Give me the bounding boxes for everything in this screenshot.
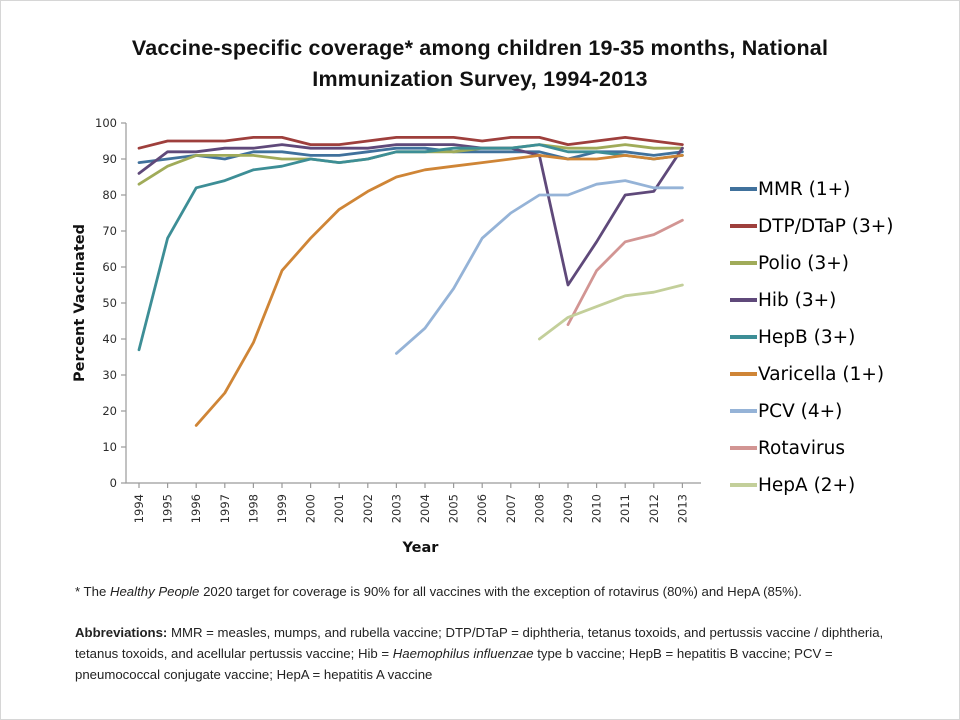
y-tick-label-20: 20	[102, 404, 117, 418]
x-tick-label-2007: 2007	[504, 494, 518, 523]
x-tick-label-1994: 1994	[132, 494, 146, 523]
footnote-text: * The	[75, 584, 110, 599]
legend-swatch-mmr-1	[730, 187, 757, 191]
legend-swatch-dtp-dtap-3	[730, 224, 757, 228]
series-line-pcv-4	[395, 179, 684, 355]
x-tick-label-2010: 2010	[590, 494, 604, 523]
x-tick-label-2001: 2001	[332, 494, 346, 523]
legend-label-dtp-dtap-3: DTP/DTaP (3+)	[758, 215, 894, 237]
series-line-dtp-dtap-3	[137, 136, 684, 150]
abbreviations-italic: Haemophilus influenzae	[392, 645, 534, 661]
x-tick-label-2005: 2005	[447, 494, 461, 523]
legend-label-polio-3: Polio (3+)	[758, 252, 850, 274]
chart-legend: MMR (1+) DTP/DTaP (3+) Polio (3+) Hib (3+) H…	[730, 177, 894, 497]
legend-item-dtp-dtap-3: DTP/DTaP (3+)	[730, 214, 894, 238]
axis-line	[125, 123, 701, 484]
x-tick-label-1997: 1997	[218, 494, 232, 523]
x-tick-label-1998: 1998	[246, 494, 260, 523]
y-tick-label-40: 40	[102, 332, 117, 346]
x-tick-label-1995: 1995	[161, 494, 175, 523]
abbreviations-text: MMR = measles, mumps, and rubella vaccin…	[75, 625, 884, 661]
abbreviations-text-2: type b vaccine; HepB = hepatitis B vacci…	[75, 645, 833, 682]
legend-label-hepa-2: HepA (2+)	[758, 474, 856, 496]
legend-swatch-varicella-1	[730, 372, 757, 376]
y-tick-label-70: 70	[102, 224, 117, 238]
legend-swatch-rotavirus	[730, 446, 757, 450]
legend-label-mmr-1: MMR (1+)	[758, 178, 851, 200]
legend-item-hepb-3: HepB (3+)	[730, 325, 894, 349]
x-tick-label-2011: 2011	[618, 494, 632, 523]
legend-label-rotavirus: Rotavirus	[758, 437, 845, 459]
y-tick-label-30: 30	[102, 368, 117, 382]
y-tick-label-80: 80	[102, 188, 117, 202]
y-tick-label-10: 10	[102, 440, 117, 454]
x-tick-label-2006: 2006	[475, 494, 489, 523]
y-tick-label-90: 90	[102, 152, 117, 166]
legend-label-hepb-3: HepB (3+)	[758, 326, 856, 348]
chart-area: 0 10 20 30 40 50 60 70 80 90 100 1994 1995 1996 1997 19…	[61, 106, 721, 576]
abbreviations-label: Abbreviations:	[75, 625, 168, 640]
x-tick-label-2003: 2003	[389, 494, 403, 523]
x-tick-label-2004: 2004	[418, 494, 432, 523]
x-tick-label-2013: 2013	[675, 494, 689, 523]
series-line-varicella-1	[194, 154, 684, 427]
series-line-rotavirus	[566, 218, 684, 326]
x-tick-label-2000: 2000	[304, 494, 318, 523]
y-axis: 0 10 20 30 40 50 60 70 80 90 100	[95, 116, 126, 490]
y-tick-label-50: 50	[102, 296, 117, 310]
footnote-abbreviations: Abbreviations: MMR = measles, mumps, and…	[75, 623, 895, 686]
legend-swatch-hepb-3	[730, 335, 757, 339]
legend-item-polio-3: Polio (3+)	[730, 251, 894, 275]
legend-swatch-pcv-4	[730, 409, 757, 413]
legend-swatch-polio-3	[730, 261, 757, 265]
legend-label-varicella-1: Varicella (1+)	[758, 363, 885, 385]
legend-item-varicella-1: Varicella (1+)	[730, 362, 894, 386]
series-line-hepb-3	[137, 143, 684, 352]
x-tick-label-2002: 2002	[361, 494, 375, 523]
x-tick-label-1996: 1996	[189, 494, 203, 523]
y-tick-label-0: 0	[110, 476, 117, 490]
x-axis-title: Year	[402, 540, 440, 556]
legend-label-pcv-4: PCV (4+)	[758, 400, 843, 422]
x-tick-label-1999: 1999	[275, 494, 289, 523]
footnote-target: * The Healthy People 2020 target for cov…	[75, 582, 891, 602]
legend-item-hib-3: Hib (3+)	[730, 288, 894, 312]
x-tick-label-2008: 2008	[532, 494, 546, 523]
x-axis: 1994 1995 1996 1997 1998 1999 2000 2001 2002 2003…	[132, 483, 689, 523]
y-tick-label-60: 60	[102, 260, 117, 274]
legend-swatch-hib-3	[730, 298, 757, 302]
x-tick-label-2012: 2012	[647, 494, 661, 523]
y-tick-label-100: 100	[95, 116, 117, 130]
legend-label-hib-3: Hib (3+)	[758, 289, 837, 311]
legend-swatch-hepa-2	[730, 483, 757, 487]
footnote-text-2: 2020 target for coverage is 90% for all …	[199, 584, 802, 599]
series-line-hepa-2	[538, 283, 684, 341]
footnote-italic: Healthy People	[109, 584, 200, 599]
legend-item-rotavirus: Rotavirus	[730, 436, 894, 460]
legend-item-pcv-4: PCV (4+)	[730, 399, 894, 423]
x-tick-label-2009: 2009	[561, 494, 575, 523]
series-line-hib-3	[137, 143, 684, 287]
legend-item-mmr-1: MMR (1+)	[730, 177, 894, 201]
chart-title: Vaccine-specific coverage* among childre…	[131, 36, 829, 91]
legend-item-hepa-2: HepA (2+)	[730, 473, 894, 497]
y-axis-title: Percent Vaccinated	[72, 224, 88, 382]
